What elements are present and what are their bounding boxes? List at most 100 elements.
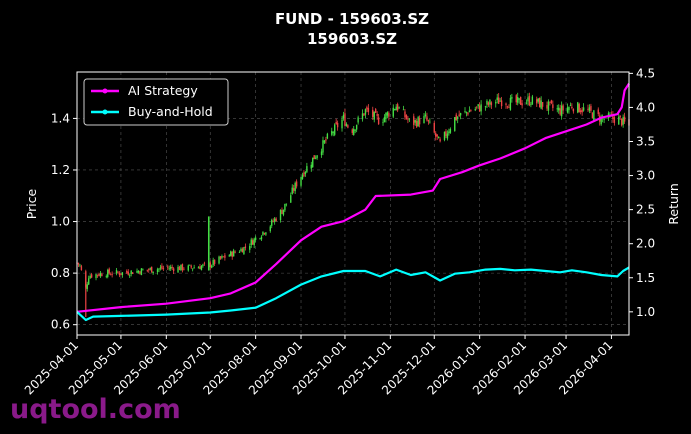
candle-body xyxy=(272,220,274,222)
candle-body xyxy=(541,102,544,107)
candle-body xyxy=(581,109,583,113)
candle-body xyxy=(568,107,570,111)
candle-body xyxy=(98,273,100,276)
candle-body xyxy=(156,269,159,272)
candle-body xyxy=(323,140,326,143)
candle-body xyxy=(556,108,558,110)
candle-body xyxy=(603,118,605,120)
candle-body xyxy=(88,278,90,285)
legend-box xyxy=(83,78,229,126)
candle-body xyxy=(181,264,184,271)
candle-body xyxy=(413,116,415,125)
candle-body xyxy=(623,116,626,122)
candle-body xyxy=(490,102,493,106)
candle-body xyxy=(618,116,620,125)
candle-body xyxy=(177,266,179,273)
candle-body xyxy=(531,96,534,105)
candle-body xyxy=(622,117,624,125)
candle-body xyxy=(373,111,375,120)
candle-body xyxy=(550,100,553,104)
candle-body xyxy=(528,96,531,106)
candle-body xyxy=(109,274,112,276)
candle-body xyxy=(231,251,233,257)
candle-body xyxy=(290,195,292,203)
candle-body xyxy=(388,113,390,117)
candle-body xyxy=(519,96,522,105)
candle-body xyxy=(363,113,365,116)
candle-body xyxy=(456,117,459,119)
candle-body xyxy=(240,248,242,252)
candle-body xyxy=(497,97,500,104)
candle-body xyxy=(111,273,113,275)
candle-body xyxy=(200,265,203,270)
candle-body xyxy=(313,155,315,160)
candle-body xyxy=(386,112,389,116)
candle-body xyxy=(303,172,305,177)
candle-body xyxy=(578,104,580,113)
candle-body xyxy=(130,270,132,275)
candle-body xyxy=(552,104,554,108)
candle-body xyxy=(405,114,408,119)
candle-body xyxy=(284,203,286,211)
candle-body xyxy=(437,136,440,139)
candle-body xyxy=(439,139,441,142)
candle-body xyxy=(126,271,128,273)
candle-body xyxy=(600,116,602,125)
candle-body xyxy=(540,100,542,109)
candle-body xyxy=(383,117,386,123)
candle-body xyxy=(183,268,185,270)
candle-body xyxy=(108,268,110,274)
candle-body xyxy=(263,233,266,234)
candle-body xyxy=(325,139,327,141)
candle-body xyxy=(172,268,175,272)
candle-body xyxy=(344,113,346,126)
candle-body xyxy=(86,284,88,289)
candle-body xyxy=(293,188,295,191)
candle-body xyxy=(345,123,348,127)
candle-body xyxy=(304,171,307,175)
series-line-ai-strategy xyxy=(76,83,630,313)
candle-body xyxy=(582,107,585,111)
candle-body xyxy=(149,268,151,270)
candle-body xyxy=(392,107,394,117)
candle-body xyxy=(222,256,225,258)
candle-body xyxy=(314,157,317,159)
candle-body xyxy=(170,266,172,269)
candle-body xyxy=(279,209,282,221)
candle-body xyxy=(254,237,257,240)
candle-body xyxy=(140,268,143,276)
candle-body xyxy=(234,251,236,253)
candle-body xyxy=(559,108,561,115)
candle-body xyxy=(415,120,418,127)
candle-body xyxy=(90,274,93,278)
candle-body xyxy=(385,112,387,119)
candle-body xyxy=(238,252,241,253)
candle-body xyxy=(480,104,482,112)
candle-body xyxy=(465,111,468,113)
candle-body xyxy=(213,259,216,264)
candle-body xyxy=(301,174,304,180)
candle-body xyxy=(79,264,81,266)
candle-body xyxy=(269,226,271,232)
candle-body xyxy=(219,256,222,259)
candle-body xyxy=(517,97,519,103)
tick-label-left: 1.4 xyxy=(51,111,70,125)
candle-body xyxy=(77,262,80,265)
tick-label-right: 4.0 xyxy=(636,100,655,114)
candle-body xyxy=(230,251,232,256)
candle-body xyxy=(146,269,148,271)
candle-body xyxy=(243,247,245,255)
tick-label-right: 1.0 xyxy=(636,305,655,319)
chart-title: FUND - 159603.SZ xyxy=(275,10,429,28)
candle-body xyxy=(500,100,503,107)
tick-label-left: 0.8 xyxy=(51,266,70,280)
candle-body xyxy=(159,267,162,269)
candle-body xyxy=(336,122,339,128)
candle-body xyxy=(331,131,333,135)
candle-body xyxy=(118,273,121,276)
candle-body xyxy=(282,209,285,215)
legend: AI Strategy Buy-and-Hold xyxy=(83,78,229,126)
legend-ai-marker xyxy=(102,88,108,94)
candle-body xyxy=(408,118,411,120)
candle-body xyxy=(275,218,277,221)
